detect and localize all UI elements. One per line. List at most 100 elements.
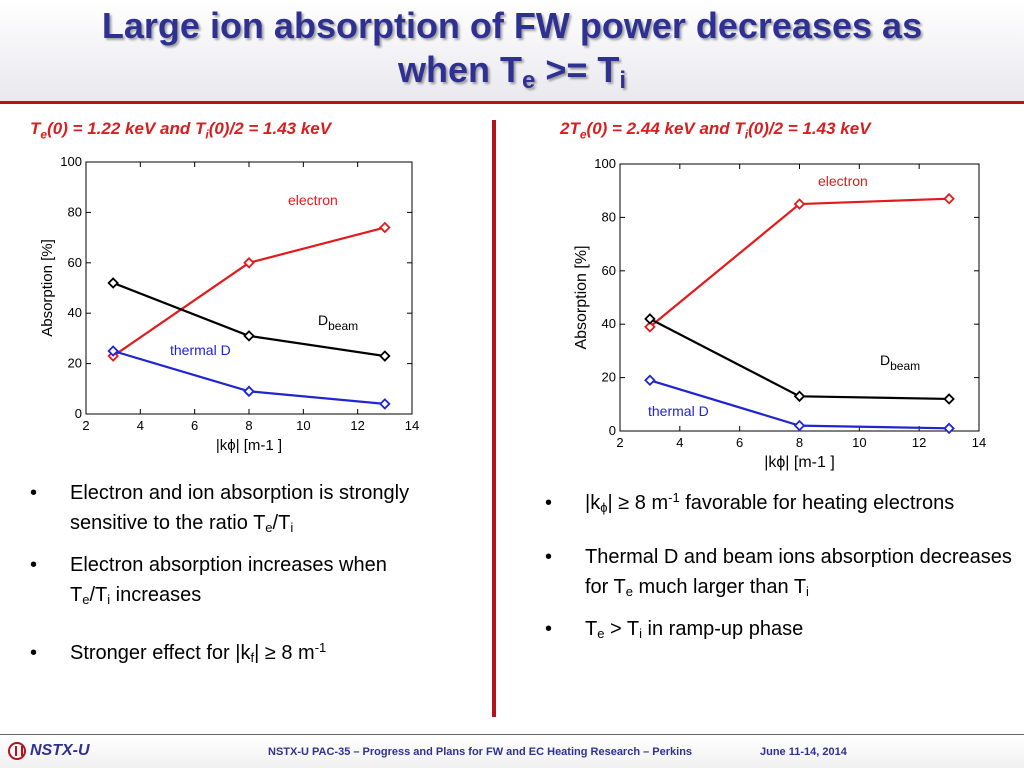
list-item: • Electron and ion absorption is strongl…: [30, 478, 430, 538]
bullet-dot: •: [30, 554, 38, 576]
data-point: [107, 277, 119, 289]
footer-text: NSTX-U PAC-35 – Progress and Plans for F…: [268, 746, 693, 758]
bullet-text: Electron absorption increases when T: [70, 554, 387, 606]
bullet-dot: •: [545, 492, 553, 514]
title-line-2: when Te >= Ti: [20, 48, 1004, 94]
bullet-sub: e: [597, 626, 605, 641]
bullet-text: increases: [110, 584, 202, 606]
x-tick-label: 10: [296, 418, 310, 433]
bullet-sub: i: [107, 592, 111, 607]
left-subtitle: Te(0) = 1.22 keV and Ti(0)/2 = 1.43 keV: [30, 119, 331, 141]
title-rule: [0, 101, 1024, 104]
y-tick-label: 20: [68, 356, 82, 371]
data-point: [379, 221, 391, 234]
data-point: [793, 198, 806, 210]
bullet-text: favorable for heating electrons: [679, 492, 955, 514]
bullet-sub: e: [82, 592, 90, 607]
x-tick-label: 14: [405, 418, 419, 433]
x-tick-label: 4: [676, 435, 683, 450]
bullet-text: |k: [585, 492, 601, 514]
data-point: [379, 350, 391, 362]
y-tick-label: 100: [594, 156, 616, 171]
subtitle-sub: i: [744, 127, 749, 142]
nstx-logo-icon: [8, 742, 26, 760]
y-tick-label: 40: [602, 316, 616, 331]
bullet-text: much larger than T: [633, 576, 807, 598]
data-point: [243, 257, 255, 269]
data-point: [644, 374, 656, 387]
bullet-text: /T: [272, 512, 291, 534]
column-divider: [492, 120, 496, 717]
series-label: Dbeam: [318, 312, 358, 333]
title-subscript: i: [619, 67, 627, 94]
bullet-text: in ramp-up phase: [642, 618, 804, 640]
data-point: [644, 313, 656, 325]
bullet-dot: •: [545, 618, 553, 640]
bullet-dot: •: [30, 482, 38, 504]
y-tick-label: 40: [68, 305, 82, 320]
bullet-dot: •: [30, 642, 38, 664]
y-tick-label: 60: [602, 263, 616, 278]
x-tick-label: 2: [82, 418, 89, 433]
bullet-text: Thermal D and beam ions absorption decre…: [585, 546, 1012, 598]
bullet-sup: -1: [314, 640, 327, 655]
subtitle-sub: e: [40, 127, 48, 142]
list-item: • Electron absorption increases when Te/T…: [30, 550, 430, 610]
bullet-text: /T: [89, 584, 108, 606]
subtitle-part: (0) = 2.44 keV and T: [586, 119, 745, 138]
right-subtitle: 2Te(0) = 2.44 keV and Ti(0)/2 = 1.43 keV: [560, 119, 871, 141]
series-label: electron: [288, 192, 338, 208]
footer-date: June 11-14, 2014: [760, 746, 847, 758]
data-point: [793, 390, 806, 403]
y-axis-label: Absorption [%]: [39, 239, 56, 337]
y-tick-label: 0: [75, 406, 82, 421]
data-point: [793, 419, 806, 432]
bullet-text: Stronger effect for |k: [70, 642, 251, 664]
x-tick-label: 8: [796, 435, 803, 450]
x-tick-label: 8: [245, 418, 252, 433]
title-subscript: e: [521, 67, 536, 94]
y-tick-label: 0: [609, 423, 616, 438]
footer-logo-text: NSTX-U: [30, 742, 90, 759]
data-point: [379, 398, 391, 410]
data-point: [943, 192, 955, 205]
bullet-sub: i: [290, 520, 294, 535]
footer-band: [0, 736, 1024, 768]
subtitle-part: (0) = 1.22 keV and T: [47, 119, 206, 138]
slide-title: Large ion absorption of FW power decreas…: [20, 4, 1004, 94]
subtitle-part: 2T: [560, 119, 580, 138]
x-tick-label: 10: [852, 435, 866, 450]
bullet-sub: f: [250, 650, 255, 665]
series-label: electron: [818, 173, 868, 189]
footer-rule: [0, 734, 1024, 735]
y-tick-label: 80: [68, 204, 82, 219]
x-tick-label: 6: [736, 435, 743, 450]
y-tick-label: 60: [68, 255, 82, 270]
data-point: [107, 345, 119, 357]
x-tick-label: 14: [972, 435, 986, 450]
series-label: thermal D: [170, 342, 231, 358]
subtitle-part: (0)/2 = 1.43 keV: [748, 119, 871, 138]
bullet-sub: i: [639, 626, 642, 641]
bullet-text: T: [585, 618, 598, 640]
x-axis-label: |kϕ| [m-1 ]: [216, 437, 282, 454]
plot-frame: [85, 161, 413, 415]
x-tick-label: 2: [616, 435, 623, 450]
bullet-dot: •: [545, 546, 553, 568]
data-point: [644, 321, 656, 333]
bullet-sub: ϕ: [600, 500, 608, 515]
title-band: [0, 0, 1024, 102]
y-tick-label: 80: [602, 209, 616, 224]
series-line-electron: [649, 197, 950, 328]
subtitle-part: T: [30, 119, 41, 138]
data-point: [943, 393, 955, 405]
bullet-text: > T: [604, 618, 640, 640]
data-point: [943, 422, 955, 435]
x-tick-label: 4: [137, 418, 144, 433]
bullet-sub: e: [265, 520, 273, 535]
title-text-part: >= T: [535, 49, 620, 90]
left-bullet-list: • Electron and ion absorption is strongl…: [30, 478, 430, 680]
subtitle-sub: i: [205, 127, 209, 142]
right-bullet-list: • |kϕ| ≥ 8 m-1 favorable for heating elec…: [545, 488, 1015, 656]
title-line-1: Large ion absorption of FW power decreas…: [101, 5, 923, 46]
